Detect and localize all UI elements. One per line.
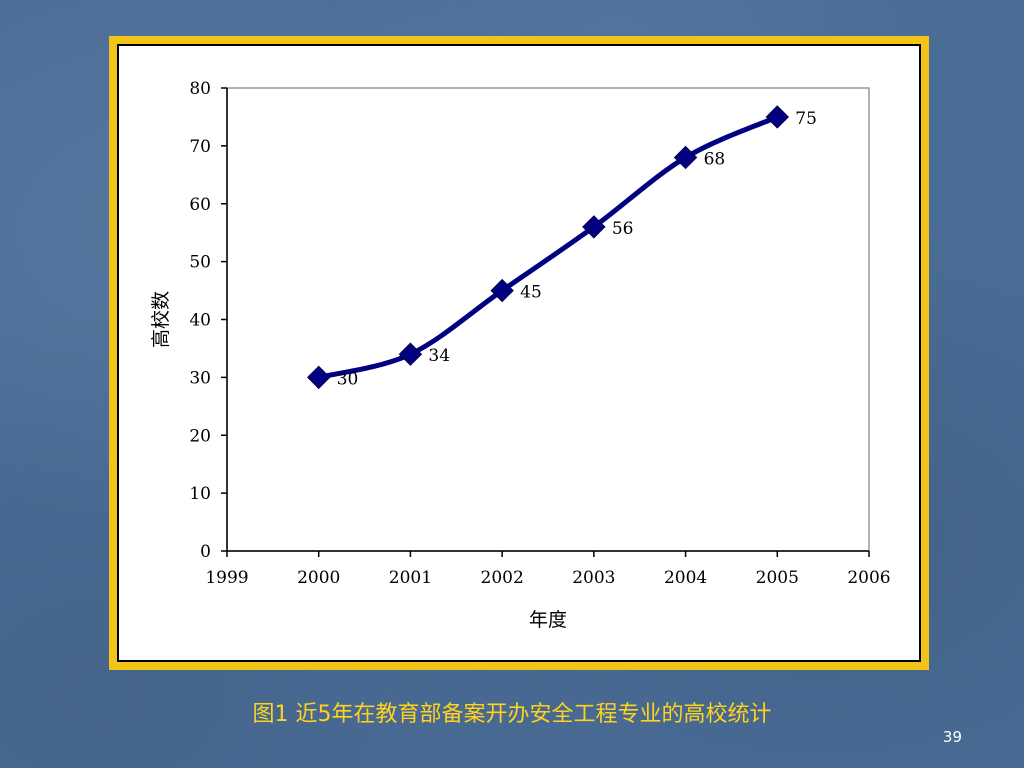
data-point-marker bbox=[398, 342, 423, 366]
y-axis-title: 高校数 bbox=[150, 291, 172, 348]
x-tick-label: 2006 bbox=[847, 568, 890, 588]
y-tick-label: 30 bbox=[189, 368, 211, 388]
x-tick-label: 2002 bbox=[481, 568, 524, 588]
data-point-marker bbox=[765, 105, 789, 129]
data-point-marker bbox=[490, 278, 514, 303]
page-number: 39 bbox=[942, 728, 962, 746]
y-tick-label: 60 bbox=[189, 195, 211, 215]
data-label: 34 bbox=[428, 346, 450, 366]
x-tick-label: 1999 bbox=[205, 568, 248, 588]
x-tick-label: 2001 bbox=[389, 568, 432, 588]
data-point-marker bbox=[582, 215, 606, 239]
data-label: 30 bbox=[337, 369, 359, 389]
x-tick-label: 2005 bbox=[756, 568, 799, 588]
chart-panel: 0 10 20 30 40 50 60 70 80 1999 2000 2001 2002 2003 200… bbox=[117, 44, 921, 662]
x-tick-label: 2003 bbox=[572, 568, 615, 588]
y-tick-label: 50 bbox=[189, 253, 211, 273]
y-tick-label: 80 bbox=[189, 79, 211, 99]
y-tick-label: 0 bbox=[200, 542, 211, 562]
data-label: 56 bbox=[612, 219, 634, 239]
chart-frame: 0 10 20 30 40 50 60 70 80 1999 2000 2001 2002 2003 200… bbox=[109, 36, 929, 670]
line-chart: 0 10 20 30 40 50 60 70 80 1999 2000 2001 2002 2003 200… bbox=[150, 79, 891, 631]
plot-area-border bbox=[226, 87, 870, 552]
figure-caption: 图1 近5年在教育部备案开办安全工程专业的高校统计 bbox=[252, 702, 772, 727]
y-tick-label: 40 bbox=[189, 311, 211, 331]
data-label: 68 bbox=[704, 149, 726, 169]
y-tick-label: 10 bbox=[189, 484, 211, 504]
data-label: 75 bbox=[795, 109, 817, 129]
x-tick-label: 2000 bbox=[297, 568, 340, 588]
x-tick-label: 2004 bbox=[664, 568, 707, 588]
data-point-marker bbox=[673, 145, 698, 170]
data-label: 45 bbox=[520, 283, 542, 303]
y-tick-label: 20 bbox=[189, 426, 211, 446]
data-point-marker bbox=[307, 365, 331, 390]
y-tick-label: 70 bbox=[189, 137, 211, 157]
x-axis-title: 年度 bbox=[529, 609, 567, 631]
